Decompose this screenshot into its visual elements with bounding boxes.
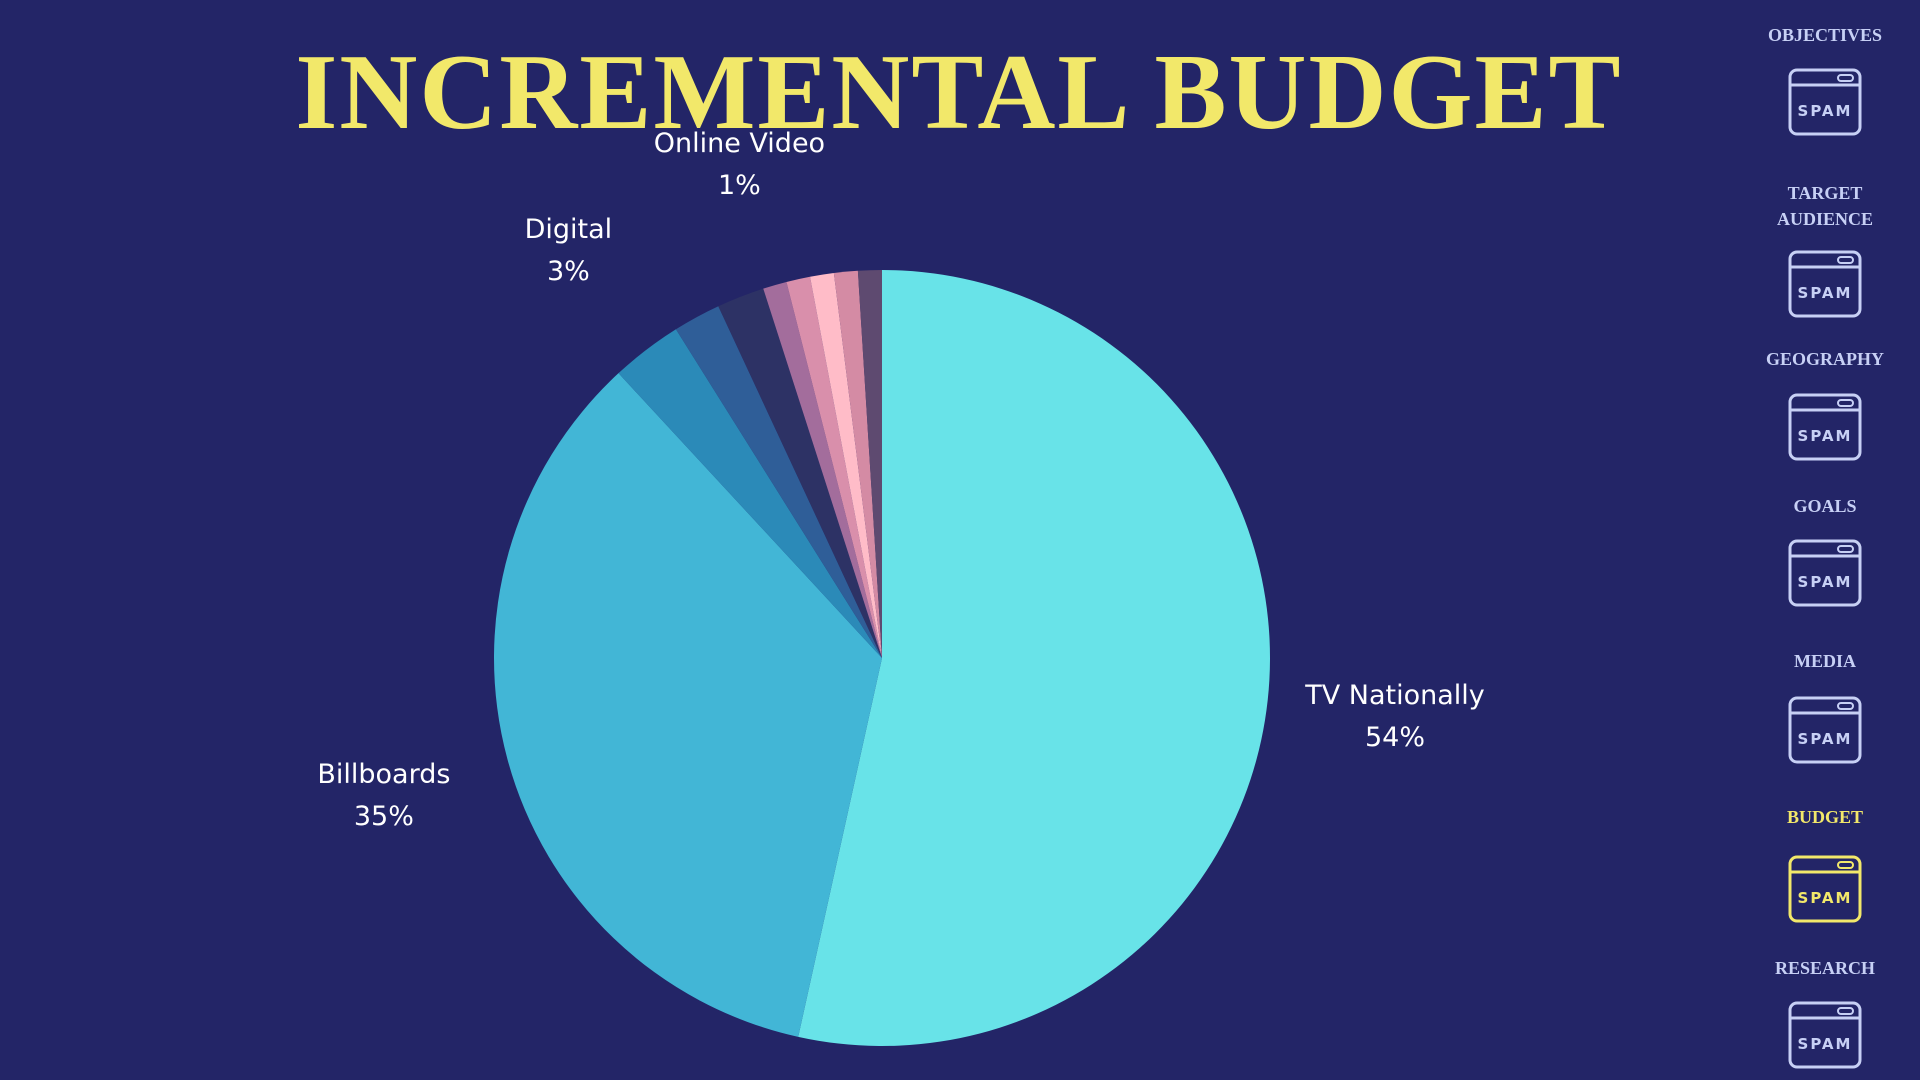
icon-tab — [1837, 256, 1854, 264]
nav-label: OBJECTIVES — [1767, 25, 1883, 45]
icon-text: SPAM — [1798, 573, 1853, 591]
nav-item[interactable]: MEDIA SPAM — [1735, 648, 1915, 764]
nav-label: RESEARCH — [1774, 958, 1876, 978]
nav-item[interactable]: GOALS SPAM — [1735, 493, 1915, 607]
pie-slice — [493, 373, 882, 1037]
pie-slice — [786, 276, 882, 658]
slice-value-label: 35% — [354, 801, 414, 832]
icon-tab — [1837, 399, 1854, 407]
slice-label: Billboards — [317, 759, 450, 790]
icon-frame — [1788, 855, 1862, 923]
nav-icon: SPAM — [1788, 855, 1862, 923]
slice-label: Digital — [525, 214, 613, 245]
nav-icon: SPAM — [1788, 250, 1862, 318]
icon-text: SPAM — [1798, 102, 1853, 120]
nav-label: MEDIA — [1794, 651, 1856, 671]
nav-label: GEOGRAPHY — [1765, 349, 1884, 369]
nav-icon: SPAM — [1788, 539, 1862, 607]
icon-tab — [1837, 1007, 1854, 1015]
icon-frame — [1788, 1001, 1862, 1069]
nav-icon: SPAM — [1788, 1001, 1862, 1069]
slice-label: Online Video — [654, 128, 825, 159]
pie-slice — [810, 272, 882, 658]
icon-text: SPAM — [1798, 427, 1853, 445]
icon-tab — [1837, 702, 1854, 710]
chart-title: INCREMENTAL BUDGET — [295, 33, 1622, 152]
chart: INCREMENTAL BUDGET TV Nationally 54% Billb… — [295, 33, 1622, 1046]
icon-frame — [1788, 696, 1862, 764]
pie-slice — [718, 288, 882, 658]
slice-value-label: 3% — [547, 256, 590, 287]
nav-item[interactable]: GEOGRAPHY SPAM — [1735, 346, 1915, 461]
pie-slice — [675, 306, 882, 658]
icon-text: SPAM — [1798, 284, 1853, 302]
icon-text: SPAM — [1798, 889, 1853, 907]
nav-item[interactable]: RESEARCH SPAM — [1735, 955, 1915, 1069]
pie-slice — [833, 270, 882, 658]
pie-slice — [798, 270, 1270, 1046]
pie-slice — [618, 329, 882, 658]
icon-tab — [1837, 545, 1854, 553]
nav-item[interactable]: BUDGET SPAM — [1735, 804, 1915, 923]
icon-frame — [1788, 539, 1862, 607]
pie-slice — [763, 281, 882, 658]
nav-label: BUDGET — [1786, 807, 1864, 827]
slice-value-label: 54% — [1365, 722, 1425, 753]
icon-text: SPAM — [1798, 730, 1853, 748]
nav-sidebar: OBJECTIVES SPAM TARGET AUDIENCE SPAM GEOGRAP… — [1735, 0, 1915, 1080]
nav-item[interactable]: OBJECTIVES SPAM — [1735, 22, 1915, 136]
icon-frame — [1788, 393, 1862, 461]
nav-icon: SPAM — [1788, 393, 1862, 461]
nav-item[interactable]: TARGET AUDIENCE SPAM — [1735, 180, 1915, 318]
icon-tab — [1837, 74, 1854, 82]
icon-frame — [1788, 68, 1862, 136]
icon-text: SPAM — [1798, 1035, 1853, 1053]
slice-value-label: 1% — [718, 170, 761, 201]
icon-frame — [1788, 250, 1862, 318]
nav-label: TARGET AUDIENCE — [1776, 183, 1873, 229]
pie-slice — [857, 270, 882, 658]
icon-tab — [1837, 861, 1854, 869]
slice-label: TV Nationally — [1304, 680, 1485, 711]
nav-icon: SPAM — [1788, 68, 1862, 136]
nav-icon: SPAM — [1788, 696, 1862, 764]
nav-label: GOALS — [1793, 496, 1857, 516]
